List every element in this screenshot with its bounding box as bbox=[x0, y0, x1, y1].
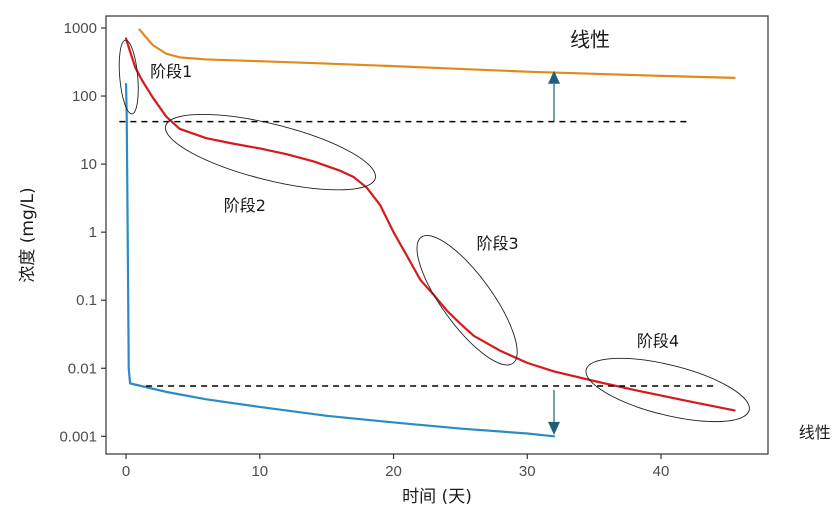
x-axis-title: 时间 (天) bbox=[402, 487, 472, 507]
x-tick-label: 40 bbox=[653, 463, 670, 480]
y-tick-label: 0.001 bbox=[59, 428, 97, 445]
linear-label: 线性 bbox=[570, 28, 610, 52]
x-tick-label: 10 bbox=[251, 463, 268, 480]
phase-3-ellipse bbox=[416, 234, 518, 366]
y-tick-label: 10 bbox=[80, 156, 97, 173]
y-tick-label: 100 bbox=[72, 88, 97, 105]
y-axis-title: 浓度 (mg/L) bbox=[18, 187, 38, 282]
axes: 1000 100 10 1 0.1 0.01 0.001 0 10 20 30 40 bbox=[59, 20, 669, 480]
orange-series-line bbox=[138, 28, 736, 79]
stage-label-4: 阶段4 bbox=[637, 331, 679, 350]
y-tick-label: 1000 bbox=[64, 20, 97, 37]
stage-label-2: 阶段2 bbox=[224, 196, 266, 215]
y-tick-label: 0.01 bbox=[68, 360, 97, 377]
y-tick-label: 1 bbox=[89, 224, 97, 241]
arrow-head bbox=[548, 70, 561, 84]
arrow-head bbox=[548, 421, 561, 435]
x-tick-label: 0 bbox=[122, 463, 130, 480]
blue-series-line bbox=[124, 82, 556, 438]
y-tick-label: 0.1 bbox=[76, 292, 97, 309]
plot-area bbox=[118, 28, 750, 438]
red-series-line bbox=[124, 37, 736, 412]
phase-1-ellipse bbox=[118, 39, 139, 115]
phase-4-ellipse bbox=[585, 357, 750, 423]
x-tick-label: 30 bbox=[519, 463, 536, 480]
plot-panel-border bbox=[105, 15, 769, 455]
stage-label-1: 阶段1 bbox=[150, 62, 192, 81]
phase-2-ellipse bbox=[165, 113, 376, 191]
stage-label-3: 阶段3 bbox=[476, 234, 518, 253]
x-tick-label: 20 bbox=[385, 463, 402, 480]
linear-label-outside: 线性 bbox=[799, 423, 831, 442]
